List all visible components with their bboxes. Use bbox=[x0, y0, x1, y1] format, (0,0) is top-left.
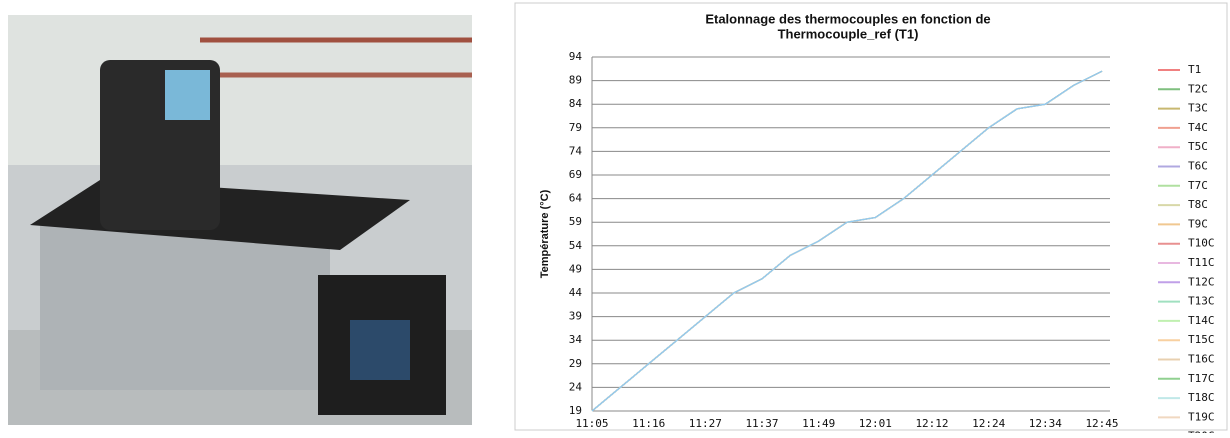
y-tick-label: 94 bbox=[569, 50, 583, 63]
chart-title: Thermocouple_ref (T1) bbox=[778, 26, 919, 41]
y-tick-label: 19 bbox=[569, 404, 582, 417]
legend-label: T18C bbox=[1188, 391, 1215, 404]
legend-label: T10C bbox=[1188, 237, 1215, 250]
legend-label: T8C bbox=[1188, 198, 1208, 211]
legend-label: T5C bbox=[1188, 140, 1208, 153]
legend-label: T1 bbox=[1188, 63, 1201, 76]
legend-label: T4C bbox=[1188, 121, 1208, 134]
x-tick-label: 11:27 bbox=[689, 417, 722, 430]
y-axis-label: Température (°C) bbox=[539, 189, 551, 278]
y-tick-label: 69 bbox=[569, 168, 582, 181]
y-tick-label: 84 bbox=[569, 97, 583, 110]
legend-label: T11C bbox=[1188, 256, 1215, 269]
photo bbox=[8, 15, 472, 425]
y-tick-label: 39 bbox=[569, 310, 582, 323]
photo-bath bbox=[40, 220, 330, 390]
legend-label: T16C bbox=[1188, 353, 1215, 366]
x-tick-label: 11:37 bbox=[745, 417, 778, 430]
photo-display bbox=[165, 70, 210, 120]
series-line bbox=[591, 70, 1103, 412]
legend-label: T13C bbox=[1188, 295, 1215, 308]
y-tick-label: 49 bbox=[569, 262, 582, 275]
x-tick-label: 11:49 bbox=[802, 417, 835, 430]
x-tick-label: 11:05 bbox=[575, 417, 608, 430]
chart-title: Etalonnage des thermocouples en fonction… bbox=[705, 11, 990, 26]
x-tick-label: 12:12 bbox=[915, 417, 948, 430]
x-tick-label: 12:24 bbox=[972, 417, 1005, 430]
legend-label: T2C bbox=[1188, 82, 1208, 95]
legend-label: T19C bbox=[1188, 410, 1215, 423]
y-tick-label: 24 bbox=[569, 380, 583, 393]
legend-label: T7C bbox=[1188, 179, 1208, 192]
y-tick-label: 74 bbox=[569, 144, 583, 157]
legend-label: T14C bbox=[1188, 314, 1215, 327]
y-tick-label: 64 bbox=[569, 192, 583, 205]
x-tick-label: 12:01 bbox=[859, 417, 892, 430]
legend-label: T6C bbox=[1188, 160, 1208, 173]
photo-logger-screen bbox=[350, 320, 410, 380]
y-tick-label: 29 bbox=[569, 357, 582, 370]
y-tick-label: 54 bbox=[569, 239, 583, 252]
y-tick-label: 34 bbox=[569, 333, 583, 346]
legend-label: T15C bbox=[1188, 333, 1215, 346]
legend-label: T9C bbox=[1188, 217, 1208, 230]
chart-frame bbox=[514, 2, 1228, 431]
legend-label: T17C bbox=[1188, 372, 1215, 385]
x-tick-label: 12:45 bbox=[1085, 417, 1118, 430]
y-tick-label: 59 bbox=[569, 215, 582, 228]
legend-label: T12C bbox=[1188, 275, 1215, 288]
y-tick-label: 44 bbox=[569, 286, 583, 299]
y-tick-label: 89 bbox=[569, 74, 582, 87]
y-tick-label: 79 bbox=[569, 121, 582, 134]
x-tick-label: 11:16 bbox=[632, 417, 665, 430]
legend-label: T3C bbox=[1188, 102, 1208, 115]
x-tick-label: 12:34 bbox=[1029, 417, 1062, 430]
